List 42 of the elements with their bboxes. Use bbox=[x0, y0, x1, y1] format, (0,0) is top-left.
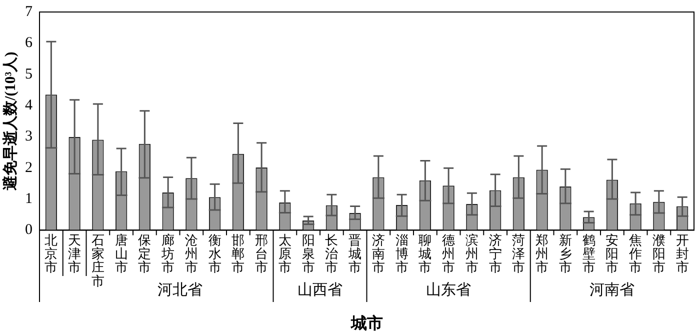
x-tick-label: 菏泽市 bbox=[512, 232, 526, 275]
x-tick-label: 济南市 bbox=[372, 232, 385, 275]
x-tick-label: 长治市 bbox=[325, 232, 338, 275]
x-tick-label: 鹤壁市 bbox=[582, 232, 596, 275]
text: 河南省 bbox=[590, 281, 635, 298]
x-tick-label: 衡水市 bbox=[208, 232, 222, 275]
x-tick-label: 滨州市 bbox=[465, 232, 478, 275]
x-tick-label: 德州市 bbox=[442, 232, 456, 275]
x-tick-label: 沧州市 bbox=[184, 232, 198, 275]
x-tick-label: 济宁市 bbox=[488, 232, 502, 275]
y-tick-label: 7 bbox=[25, 4, 33, 20]
y-tick-label: 6 bbox=[25, 35, 33, 52]
x-tick-label: 淄博市 bbox=[395, 232, 408, 275]
y-tick-label: 5 bbox=[25, 66, 32, 82]
x-tick-label: 濮阳市 bbox=[652, 232, 666, 275]
x-tick-label: 唐山市 bbox=[114, 232, 128, 275]
x-tick-label: 北京市 bbox=[44, 232, 58, 275]
x-tick-label: 廊坊市 bbox=[160, 232, 175, 275]
x-tick-label: 太原市 bbox=[278, 232, 292, 275]
x-tick-label: 石家庄市 bbox=[91, 232, 104, 288]
x-tick-label: 保定市 bbox=[138, 232, 152, 275]
x-tick-label: 晋城市 bbox=[348, 232, 362, 275]
x-tick-label: 天津市 bbox=[68, 232, 82, 275]
x-tick-label: 邯郸市 bbox=[232, 232, 245, 275]
x-tick-label: 安阳市 bbox=[606, 232, 619, 275]
x-tick-label: 聊城市 bbox=[418, 232, 432, 275]
x-tick-label: 邢台市 bbox=[255, 232, 268, 275]
text: 山西省 bbox=[298, 281, 342, 298]
x-tick-label: 开封市 bbox=[676, 232, 689, 275]
x-tick-label: 郑州市 bbox=[536, 232, 549, 275]
y-tick-label: 2 bbox=[25, 160, 32, 176]
y-tick-label: 1 bbox=[25, 190, 32, 207]
x-axis-title: 城市 bbox=[350, 314, 383, 333]
x-tick-label: 焦作市 bbox=[628, 232, 642, 275]
y-tick-label: 0 bbox=[25, 222, 32, 238]
x-tick-label: 阳泉市 bbox=[302, 232, 315, 275]
text: 山东省 bbox=[426, 281, 472, 298]
y-axis-title: 避免早逝人数/(10³人) bbox=[2, 52, 19, 192]
y-tick-label: 3 bbox=[25, 128, 32, 145]
x-tick-label: 新乡市 bbox=[558, 232, 572, 275]
text: 河北省 bbox=[157, 281, 202, 298]
y-tick-label: 4 bbox=[25, 97, 33, 114]
